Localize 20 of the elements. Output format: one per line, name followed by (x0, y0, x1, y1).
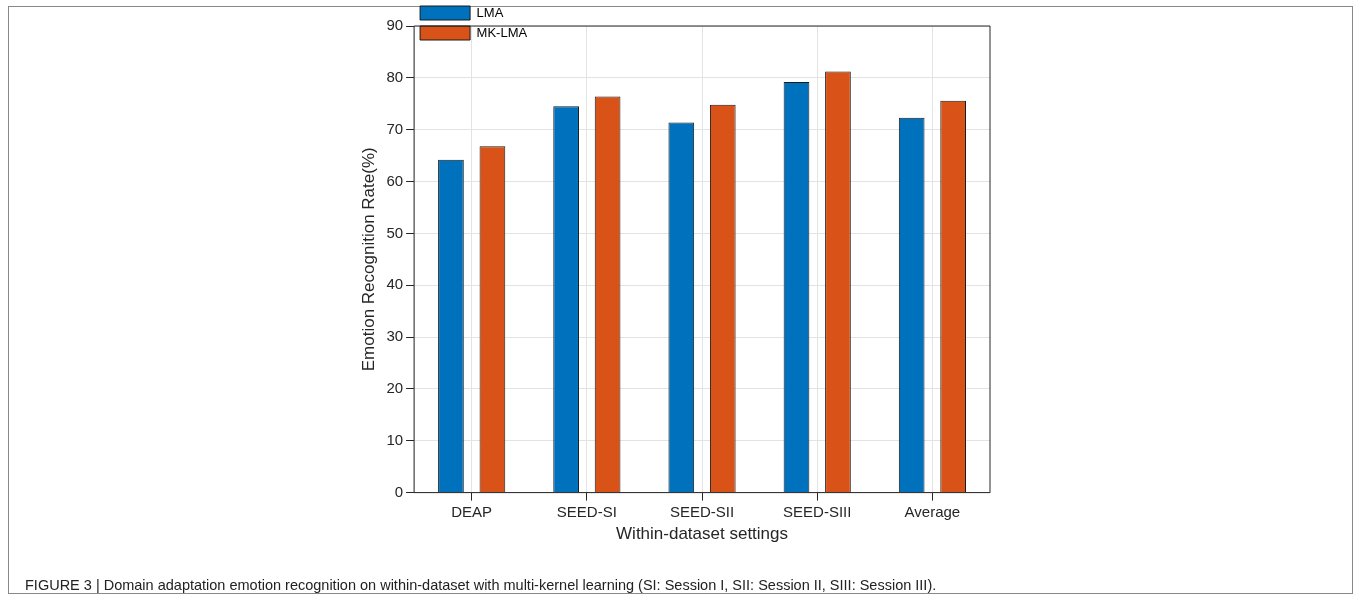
x-tick-label: SEED-SII (669, 502, 735, 520)
y-tick-label: 70 (386, 119, 404, 137)
x-tick-label: SEED-SI (556, 502, 617, 520)
x-tick-label: Average (904, 502, 961, 520)
y-tick-label: 30 (386, 327, 404, 345)
y-tick-label: 50 (386, 223, 404, 241)
caption: FIGURE 3 | Domain adaptation emotion recognition on within-dataset with multi-kernel learning (SI: Session I, SII: Session II, SIII: Session III). (25, 577, 937, 593)
x-axis-title: Within-dataset settings (616, 524, 789, 544)
y-tick-label: 80 (386, 67, 404, 85)
y-axis-title: Emotion Recognition Rate(%) (358, 147, 378, 372)
legend-label: MK-LMA (476, 24, 528, 40)
y-tick-label: 20 (386, 379, 404, 397)
x-tick-label: DEAP (451, 502, 493, 520)
legend-label: LMA (476, 4, 504, 20)
y-tick-label: 90 (386, 16, 404, 34)
y-tick-label: 0 (394, 482, 404, 500)
y-tick-label: 40 (386, 275, 404, 293)
y-tick-label: 60 (386, 171, 404, 189)
x-tick-label: SEED-SIII (783, 502, 852, 520)
y-tick-label: 10 (386, 430, 404, 448)
